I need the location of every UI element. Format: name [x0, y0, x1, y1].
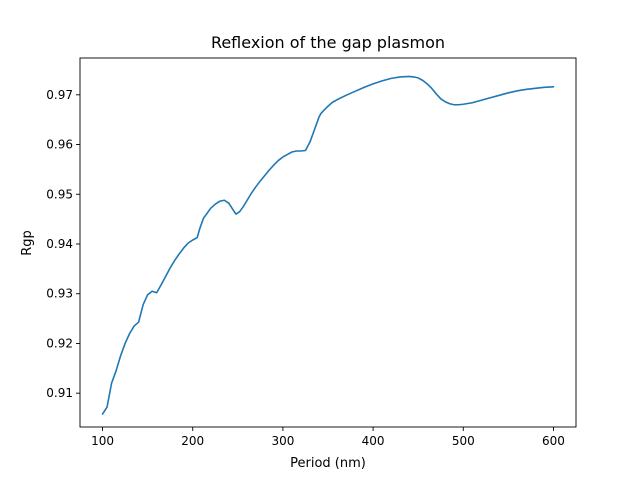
- x-tick-label: 600: [542, 434, 565, 448]
- axes-frame: [79, 57, 577, 428]
- y-tick-label: 0.91: [46, 386, 73, 400]
- y-tick-label: 0.93: [46, 287, 73, 301]
- x-axis-label: Period (nm): [290, 456, 366, 471]
- y-tick-label: 0.97: [46, 88, 73, 102]
- x-tick-label: 100: [91, 434, 114, 448]
- y-tick-label: 0.94: [46, 237, 73, 251]
- series-line-0: [101, 75, 555, 415]
- chart-title: Reflexion of the gap plasmon: [211, 33, 445, 52]
- x-tick-label: 500: [452, 434, 475, 448]
- x-tick-label: 200: [181, 434, 204, 448]
- y-axis-label: Rgp: [20, 230, 35, 256]
- y-tick-label: 0.95: [46, 187, 73, 201]
- x-tick-label: 400: [362, 434, 385, 448]
- plot-area: 100 200 300 400 500 600 0.91 0.92 0.93 0.94 0.95 0.…: [46, 57, 577, 448]
- y-tick-label: 0.92: [46, 336, 73, 350]
- x-tick-label: 300: [271, 434, 294, 448]
- y-tick-label: 0.96: [46, 138, 73, 152]
